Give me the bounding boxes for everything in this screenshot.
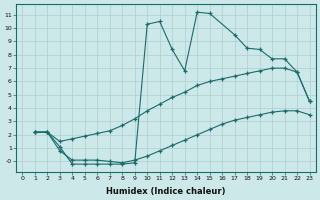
X-axis label: Humidex (Indice chaleur): Humidex (Indice chaleur) (106, 187, 226, 196)
